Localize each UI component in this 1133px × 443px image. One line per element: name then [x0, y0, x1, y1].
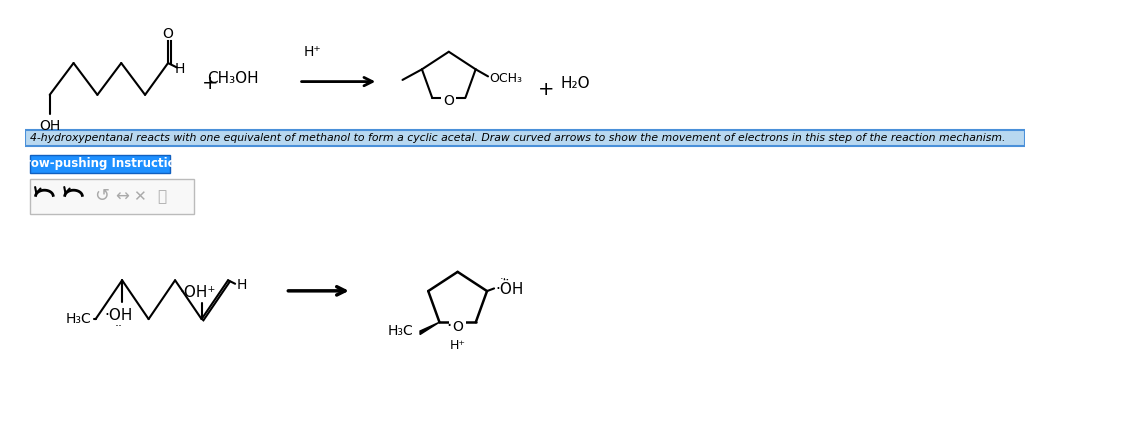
Text: OCH₃: OCH₃ [489, 72, 522, 85]
Text: 🗑: 🗑 [157, 189, 167, 204]
Text: H: H [237, 278, 247, 291]
Polygon shape [420, 322, 440, 334]
Text: OH: OH [40, 119, 60, 133]
Bar [31, 155, 170, 172]
Text: H₃C: H₃C [387, 324, 412, 338]
Text: H: H [174, 62, 185, 76]
Text: O: O [452, 320, 463, 334]
Text: O: O [163, 27, 173, 41]
Text: ·ÖH: ·ÖH [496, 282, 525, 297]
Text: ··: ·· [114, 320, 122, 333]
Text: +: + [538, 80, 554, 99]
Text: ·: · [446, 317, 451, 335]
Text: ↺: ↺ [94, 187, 110, 206]
Text: +: + [202, 74, 219, 93]
Text: O: O [443, 94, 454, 108]
Text: ✕: ✕ [134, 189, 146, 204]
Text: H⁺: H⁺ [450, 338, 466, 352]
Bar [25, 130, 1025, 146]
Text: H₃C: H₃C [66, 312, 92, 326]
Text: Arrow-pushing Instructions: Arrow-pushing Instructions [9, 157, 190, 170]
Text: CH₃OH: CH₃OH [206, 71, 258, 86]
Text: H⁺: H⁺ [304, 46, 321, 59]
Text: ··: ·· [500, 274, 506, 284]
Text: ·OH⁺: ·OH⁺ [180, 285, 216, 300]
Text: 4-hydroxypentanal reacts with one equivalent of methanol to form a cyclic acetal: 4-hydroxypentanal reacts with one equiva… [31, 133, 1006, 143]
Text: ·OH: ·OH [104, 308, 133, 323]
Text: H₂O: H₂O [561, 76, 590, 91]
Text: ↔: ↔ [116, 187, 129, 206]
Bar [31, 179, 194, 214]
